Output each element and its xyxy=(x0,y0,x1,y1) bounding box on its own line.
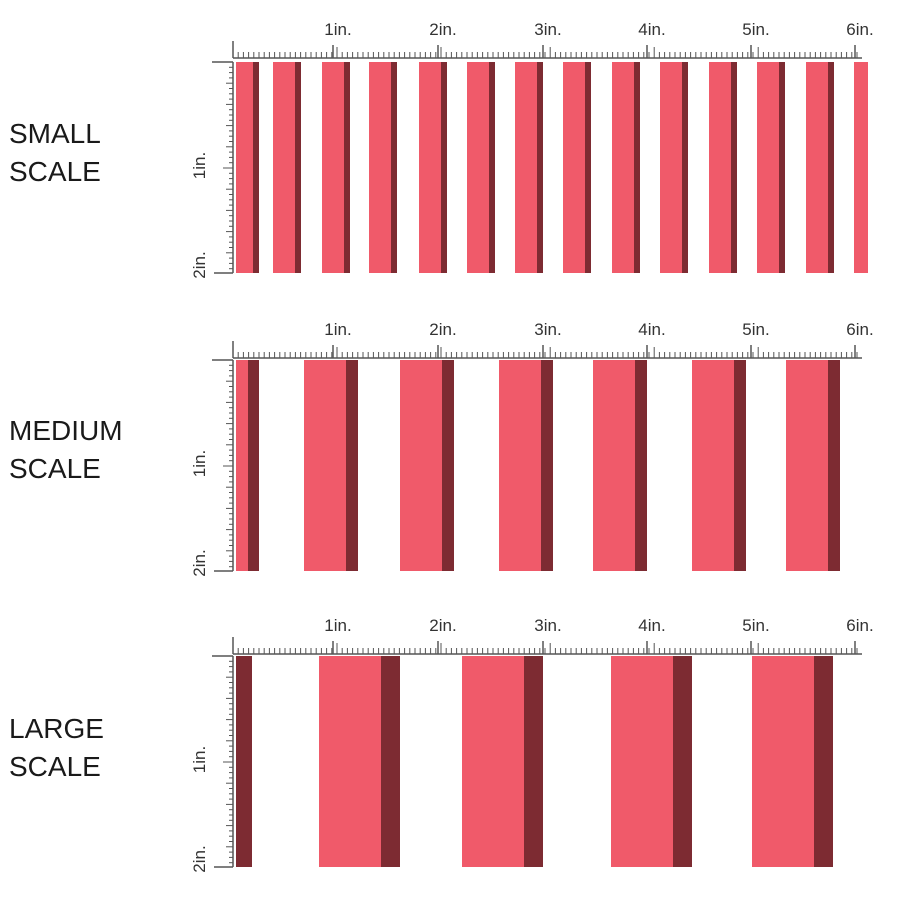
ruler-vertical-label-1in: 1in. xyxy=(190,746,209,773)
stripe-4 xyxy=(369,62,391,273)
stripe-8 xyxy=(563,62,585,273)
stripe-shadow-7 xyxy=(828,360,840,571)
swatch-medium: 1in. 2in. 3in. 4in. 5in. 6in. 1in. 2in. xyxy=(190,320,874,577)
ruler-vertical: 1in. 2in. xyxy=(190,359,234,577)
ruler-vertical-label-2in: 2in. xyxy=(190,549,209,576)
stripe-shadow-8 xyxy=(585,62,591,273)
stripe-shadow-3 xyxy=(442,360,454,571)
swatch-large: 1in. 2in. 3in. 4in. 5in. 6in. 1in. 2in. xyxy=(190,616,874,873)
ruler-label-4in: 4in. xyxy=(638,616,665,635)
stripe-shadow-1 xyxy=(248,360,259,571)
stripe-shadow-2 xyxy=(295,62,301,273)
ruler-horizontal: 1in. 2in. 3in. 4in. 5in. 6in. xyxy=(232,20,874,59)
stripe-shadow-6 xyxy=(734,360,746,571)
scale-label-small: SMALL SCALE xyxy=(9,118,101,187)
stripe-5 xyxy=(419,62,441,273)
ruler-label-1in: 1in. xyxy=(324,20,351,39)
ruler-vertical: 1in. 2in. xyxy=(190,61,234,279)
stripe-shadow-5 xyxy=(814,656,833,867)
ruler-label-3in: 3in. xyxy=(534,616,561,635)
stripe-shadow-4 xyxy=(541,360,553,571)
stripe-1 xyxy=(236,62,253,273)
stripe-4 xyxy=(611,656,673,867)
stripe-shadow-2 xyxy=(346,360,358,571)
stripe-shadow-5 xyxy=(635,360,647,571)
stripe-6 xyxy=(467,62,489,273)
ruler-horizontal: 1in. 2in. 3in. 4in. 5in. 6in. xyxy=(232,616,874,655)
stripe-shadow-3 xyxy=(524,656,543,867)
ruler-label-6in: 6in. xyxy=(846,320,873,339)
stripe-shadow-6 xyxy=(489,62,495,273)
ruler-label-5in: 5in. xyxy=(742,20,769,39)
stripe-14 xyxy=(854,62,868,273)
stripe-shadow-11 xyxy=(731,62,737,273)
stripe-4 xyxy=(499,360,541,571)
stripe-5 xyxy=(752,656,814,867)
stripe-1 xyxy=(236,360,248,571)
stripe-3 xyxy=(322,62,344,273)
ruler-label-6in: 6in. xyxy=(846,616,873,635)
stripe-6 xyxy=(692,360,734,571)
ruler-label-5in: 5in. xyxy=(742,616,769,635)
stripe-13 xyxy=(806,62,828,273)
stripe-10 xyxy=(660,62,682,273)
swatch-small: 1in. 2in. 3in. 4in. 5in. 6in. 1in. 2in. xyxy=(190,20,874,279)
ruler-label-1in: 1in. xyxy=(324,320,351,339)
stripe-12 xyxy=(757,62,779,273)
stripe-shadow-5 xyxy=(441,62,447,273)
stripe-shadow-9 xyxy=(634,62,640,273)
stripe-shadow-4 xyxy=(673,656,692,867)
stripe-2 xyxy=(319,656,381,867)
stripe-shadow-7 xyxy=(537,62,543,273)
stripe-shadow-4 xyxy=(391,62,397,273)
stripe-11 xyxy=(709,62,731,273)
stripe-shadow-1 xyxy=(253,62,259,273)
stripe-2 xyxy=(304,360,346,571)
ruler-vertical-label-2in: 2in. xyxy=(190,251,209,278)
stripe-shadow-3 xyxy=(344,62,350,273)
stripe-5 xyxy=(593,360,635,571)
ruler-vertical-label-2in: 2in. xyxy=(190,845,209,872)
stripe-7 xyxy=(786,360,828,571)
ruler-label-3in: 3in. xyxy=(534,20,561,39)
stripe-shadow-13 xyxy=(828,62,834,273)
scale-label-large: LARGE SCALE xyxy=(9,713,104,782)
ruler-vertical-label-1in: 1in. xyxy=(190,450,209,477)
ruler-label-4in: 4in. xyxy=(638,320,665,339)
stripe-9 xyxy=(612,62,634,273)
ruler-label-3in: 3in. xyxy=(534,320,561,339)
stripe-3 xyxy=(462,656,524,867)
scale-label-medium: MEDIUM SCALE xyxy=(9,415,123,484)
ruler-label-2in: 2in. xyxy=(429,320,456,339)
stripe-7 xyxy=(515,62,537,273)
ruler-label-4in: 4in. xyxy=(638,20,665,39)
stripe-shadow-1 xyxy=(236,656,252,867)
ruler-label-5in: 5in. xyxy=(742,320,769,339)
stripe-shadow-2 xyxy=(381,656,400,867)
ruler-label-1in: 1in. xyxy=(324,616,351,635)
stripe-2 xyxy=(273,62,295,273)
ruler-horizontal: 1in. 2in. 3in. 4in. 5in. 6in. xyxy=(232,320,874,359)
stripe-3 xyxy=(400,360,442,571)
ruler-label-2in: 2in. xyxy=(429,616,456,635)
stripe-shadow-12 xyxy=(779,62,785,273)
ruler-vertical-label-1in: 1in. xyxy=(190,152,209,179)
ruler-label-2in: 2in. xyxy=(429,20,456,39)
ruler-vertical: 1in. 2in. xyxy=(190,655,234,873)
stripe-shadow-10 xyxy=(682,62,688,273)
ruler-label-6in: 6in. xyxy=(846,20,873,39)
